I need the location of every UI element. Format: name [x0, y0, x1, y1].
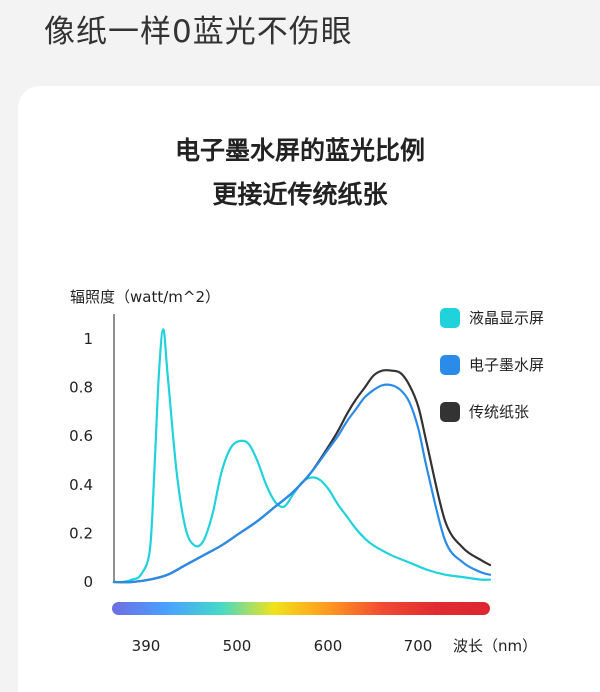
chart-card — [18, 86, 600, 692]
x-axis-label: 波长（nm） — [453, 637, 537, 655]
legend-swatch — [440, 355, 460, 375]
y-tick-label: 1 — [83, 330, 93, 348]
y-tick-label: 0.6 — [69, 427, 93, 445]
spectrum-color-bar — [112, 602, 490, 615]
y-tick-label: 0.8 — [69, 379, 93, 397]
chart-title-line-2: 更接近传统纸张 — [212, 180, 388, 209]
y-tick-label: 0.4 — [69, 476, 93, 494]
x-tick-label: 390 — [132, 637, 161, 655]
legend-label: 液晶显示屏 — [469, 309, 544, 327]
page-headline: 像纸一样0蓝光不伤眼 — [44, 14, 353, 50]
x-tick-label: 700 — [404, 637, 433, 655]
x-tick-label: 600 — [314, 637, 343, 655]
y-tick-label: 0 — [83, 573, 93, 591]
legend-label: 传统纸张 — [469, 403, 529, 421]
chart-title-line-1: 电子墨水屏的蓝光比例 — [174, 136, 425, 165]
legend-swatch — [440, 308, 460, 328]
y-tick-label: 0.2 — [69, 524, 93, 542]
legend-swatch — [440, 402, 460, 422]
series-line-1 — [112, 383, 492, 584]
x-tick-label: 500 — [223, 637, 252, 655]
series-line-0 — [112, 328, 492, 584]
y-axis-label: 辐照度（watt/m^2） — [70, 288, 220, 306]
legend-label: 电子墨水屏 — [469, 356, 544, 374]
